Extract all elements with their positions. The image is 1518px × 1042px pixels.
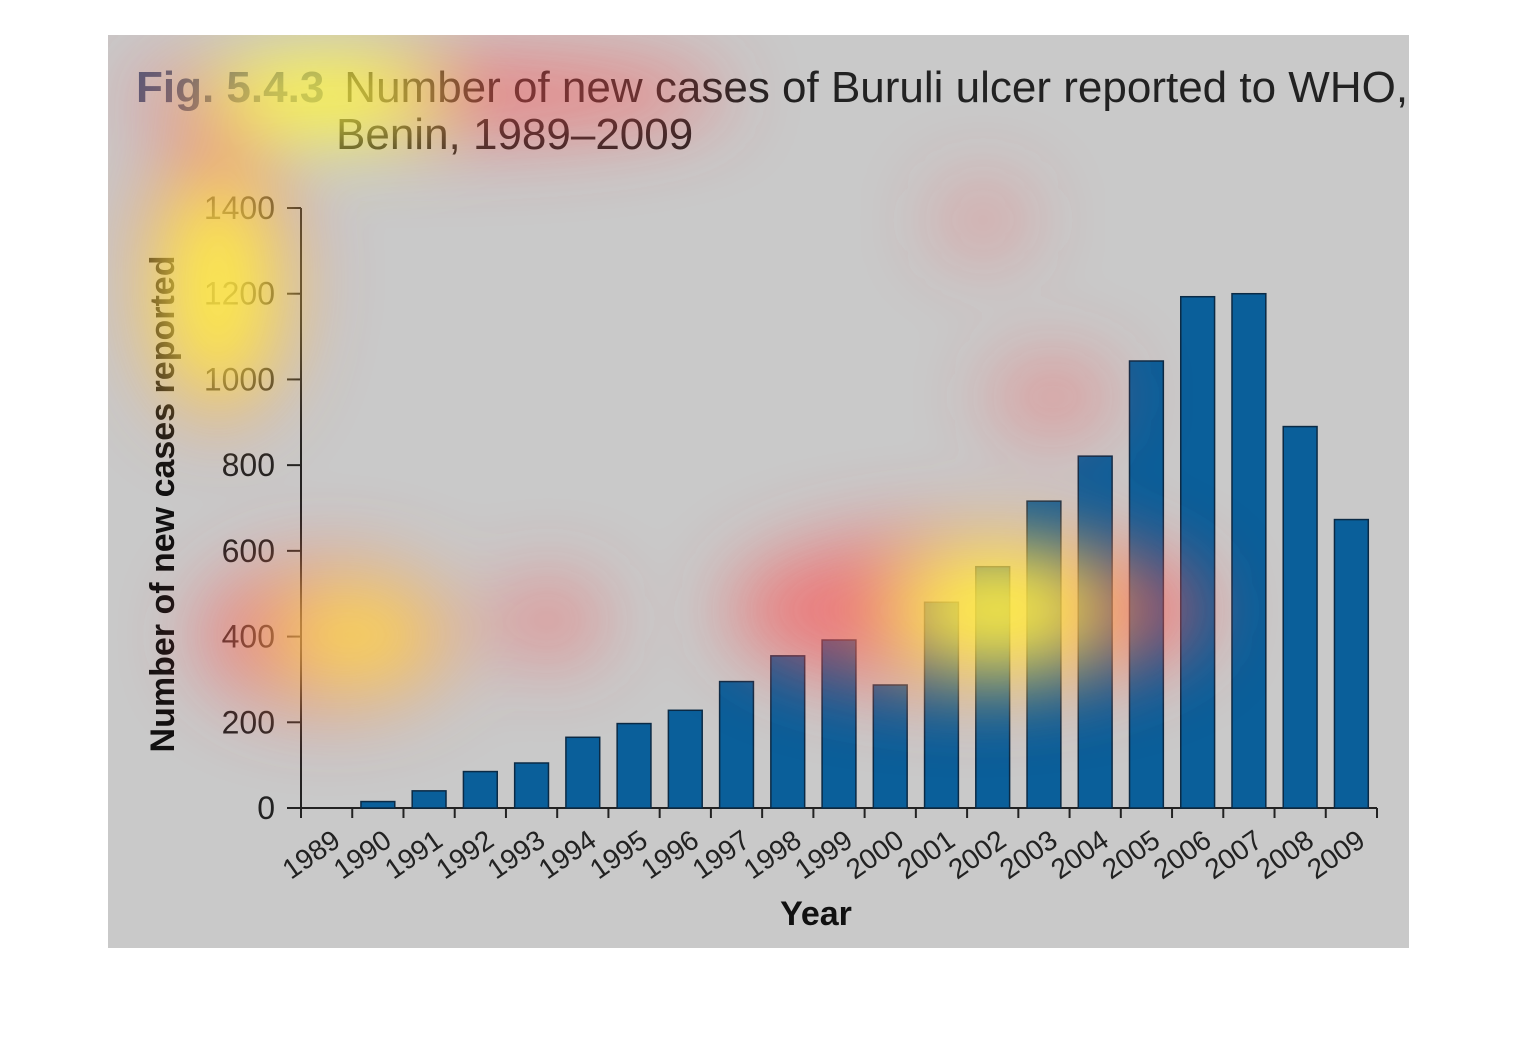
- x-axis-ticks: 1989199019911992199319941995199619971998…: [277, 808, 1378, 885]
- bar-2007: [1231, 292, 1267, 809]
- y-tick-label: 800: [222, 447, 275, 483]
- bar-1991: [411, 790, 447, 809]
- x-axis-title: Year: [780, 895, 852, 933]
- bar-2006: [1180, 295, 1216, 809]
- x-tick-label: 2009: [1301, 824, 1370, 885]
- bar-2001: [923, 601, 960, 809]
- bar-1996: [667, 709, 703, 809]
- y-tick-label: 1400: [204, 190, 275, 226]
- bar-1995: [616, 722, 652, 809]
- figure-panel: Fig. 5.4.3 Number of new cases of Buruli …: [108, 35, 1409, 948]
- figure-title-line-1: Fig. 5.4.3 Number of new cases of Buruli …: [136, 63, 1408, 112]
- bar-1998: [770, 655, 806, 809]
- y-tick-label: 1000: [204, 361, 275, 397]
- bar-1997: [718, 680, 755, 809]
- y-tick-label: 1200: [204, 276, 275, 312]
- y-tick-label: 0: [257, 790, 275, 826]
- bar-2005: [1128, 360, 1165, 809]
- figure-label: Fig. 5.4.3: [136, 63, 324, 112]
- figure-title-text: Number of new cases of Buruli ulcer repo…: [344, 63, 1408, 112]
- bar-1990: [360, 800, 396, 809]
- y-tick-label: 400: [222, 619, 275, 655]
- bar-2009: [1333, 518, 1370, 809]
- bar-1994: [565, 736, 601, 809]
- bar-2004: [1077, 455, 1113, 809]
- bar-1992: [462, 770, 498, 809]
- bar-2000: [872, 684, 908, 809]
- y-axis-ticks: 0 200 400 600 800 1000 1200 1400: [204, 190, 301, 826]
- bar-2008: [1282, 425, 1318, 809]
- bar-series: [360, 292, 1370, 809]
- y-tick-label: 200: [222, 704, 275, 740]
- y-tick-label: 600: [222, 533, 275, 569]
- bar-1999: [821, 639, 857, 809]
- y-axis-title: Number of new cases reported: [144, 256, 182, 753]
- bar-2003: [1026, 500, 1062, 809]
- figure-title-line-2: Benin, 1989–2009: [336, 110, 693, 159]
- bar-1993: [513, 762, 550, 809]
- bar-chart: Fig. 5.4.3 Number of new cases of Buruli …: [128, 50, 1408, 933]
- bar-2002: [975, 565, 1011, 809]
